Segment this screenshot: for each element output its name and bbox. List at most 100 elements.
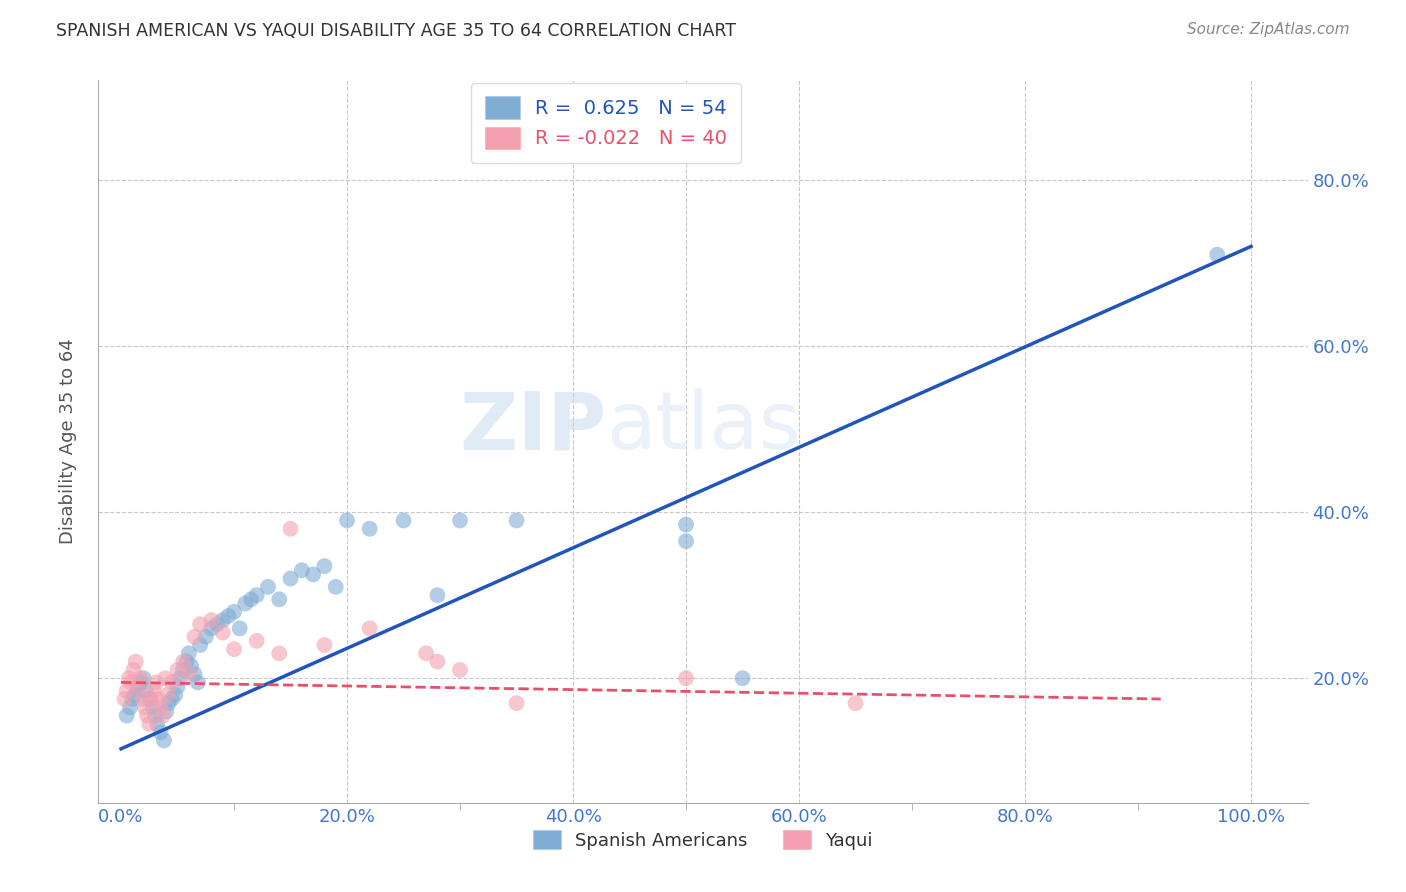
Point [205,617,228,632]
Point [152,708,174,723]
Point [127,680,149,694]
Point [415,646,437,660]
Point [120,675,142,690]
Point [228,621,250,635]
Point [731,671,754,685]
Point [183,630,205,644]
Point [675,517,697,532]
Point [291,563,314,577]
Point [505,513,527,527]
Point [359,621,381,635]
Point [169,671,191,685]
Point [165,688,187,702]
Point [166,680,188,694]
Point [153,671,176,685]
Point [132,671,155,685]
Point [222,605,245,619]
Point [257,580,280,594]
Point [121,692,143,706]
Text: SPANISH AMERICAN VS YAQUI DISABILITY AGE 35 TO 64 CORRELATION CHART: SPANISH AMERICAN VS YAQUI DISABILITY AGE… [56,22,737,40]
Point [166,663,188,677]
Point [131,692,153,706]
Text: Source: ZipAtlas.com: Source: ZipAtlas.com [1187,22,1350,37]
Point [280,522,302,536]
Point [127,680,149,694]
Point [188,638,211,652]
Point [211,613,233,627]
Point [426,655,449,669]
Point [675,671,697,685]
Point [200,613,222,627]
Point [359,522,381,536]
Point [200,621,222,635]
Point [136,708,159,723]
Point [138,717,160,731]
Point [180,658,202,673]
Point [269,646,291,660]
Point [146,717,169,731]
Point [302,567,325,582]
Point [115,708,138,723]
Point [183,667,205,681]
Point [120,700,142,714]
Point [845,696,868,710]
Point [125,655,148,669]
Point [233,597,256,611]
Point [135,683,157,698]
Point [246,633,269,648]
Point [426,588,449,602]
Point [141,692,163,706]
Point [115,683,138,698]
Point [153,733,176,747]
Point [157,696,180,710]
Y-axis label: Disability Age 35 to 64: Disability Age 35 to 64 [59,339,77,544]
Point [177,646,200,660]
Point [176,655,198,669]
Point [187,675,209,690]
Point [142,683,165,698]
Point [325,580,347,594]
Point [118,671,141,685]
Point [177,667,200,681]
Point [392,513,415,527]
Point [122,663,145,677]
Point [155,705,177,719]
Point [160,692,183,706]
Point [222,642,245,657]
Point [505,696,527,710]
Point [240,592,263,607]
Point [149,700,172,714]
Point [449,663,471,677]
Point [160,675,183,690]
Point [129,675,152,690]
Point [172,663,194,677]
Text: ZIP: ZIP [458,388,606,467]
Point [336,513,359,527]
Point [675,534,697,549]
Point [211,625,233,640]
Point [142,700,165,714]
Point [124,688,146,702]
Point [149,725,172,739]
Text: atlas: atlas [606,388,800,467]
Point [246,588,269,602]
Point [269,592,291,607]
Point [134,700,156,714]
Point [112,692,135,706]
Point [188,617,211,632]
Point [148,692,170,706]
Point [194,630,217,644]
Legend: Spanish Americans, Yaqui: Spanish Americans, Yaqui [524,822,882,859]
Point [129,671,152,685]
Point [217,609,239,624]
Point [1206,248,1229,262]
Point [280,572,302,586]
Point [314,638,336,652]
Point [145,675,167,690]
Point [156,688,179,702]
Point [314,559,336,574]
Point [172,655,194,669]
Point [449,513,471,527]
Point [143,708,166,723]
Point [138,692,160,706]
